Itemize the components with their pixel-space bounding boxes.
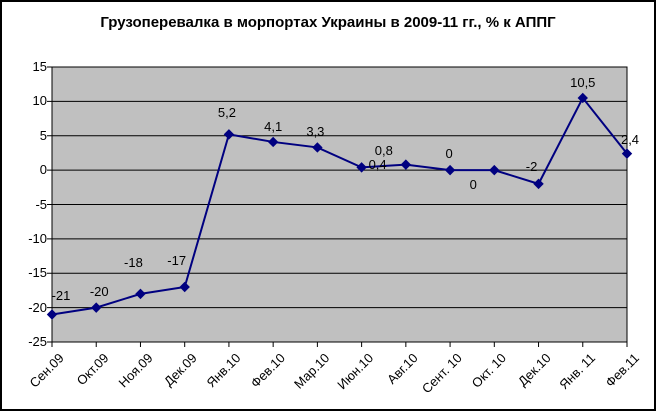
x-axis-label: Июн.10 [334,350,377,393]
y-axis-label: -20 [28,299,47,315]
data-label: -21 [51,287,71,303]
x-axis-label: Фев.11 [602,350,642,390]
data-label: -20 [89,283,109,299]
x-axis-label: Дек.09 [160,350,200,390]
data-label: 0 [469,177,477,193]
x-axis-label: Мар.10 [290,350,333,392]
y-axis-label: -10 [28,230,47,246]
x-axis-label: Дек.10 [514,350,554,390]
data-point-marker [312,142,323,153]
y-axis-label: 0 [39,162,47,178]
x-axis-label: Янв. 11 [555,350,598,393]
y-axis-label: 5 [39,127,47,143]
data-point-marker [223,129,235,140]
data-point-marker [135,288,146,300]
series-line [51,96,628,316]
data-point-marker [444,164,456,176]
x-axis-label: Сен.09 [26,350,67,391]
y-axis-label: -5 [35,196,47,212]
x-axis-label: Сент. 10 [419,350,465,397]
x-axis-label: Ноя.09 [115,350,156,391]
data-label: 3,3 [306,124,325,140]
data-point-marker [179,281,190,293]
data-point-marker [621,148,633,159]
data-point-marker [46,309,58,320]
data-point-marker [577,92,588,104]
x-axis-label: Авг.10 [384,350,421,387]
data-label: 5,2 [217,105,236,121]
data-label: 10,5 [570,74,596,90]
data-point-marker [91,302,102,313]
chart-title: Грузоперевалка в морпортах Украины в 200… [100,14,556,31]
data-point-marker [267,136,279,148]
y-axis-label: 15 [32,59,47,74]
data-label: 0,4 [368,157,387,173]
data-point-marker [356,162,367,173]
data-point-marker [489,164,500,176]
data-label: 2,4 [620,131,640,147]
x-axis-label: Янв.10 [203,350,244,391]
data-point-marker [400,159,412,170]
x-axis-label: Окт.09 [73,350,112,389]
y-axis-label: 10 [32,93,47,109]
data-label: 4,1 [264,118,283,134]
data-label: 0 [445,146,453,162]
data-label: -17 [167,253,187,268]
data-label: -2 [525,158,538,174]
data-label: 0,8 [374,142,393,158]
x-axis-label: Окт. 10 [468,350,510,391]
data-point-marker [533,178,544,190]
x-axis-label: Фев.10 [247,350,289,391]
y-axis-label: -25 [28,334,47,349]
y-axis-label: -15 [28,265,47,281]
data-label: -18 [124,254,143,270]
